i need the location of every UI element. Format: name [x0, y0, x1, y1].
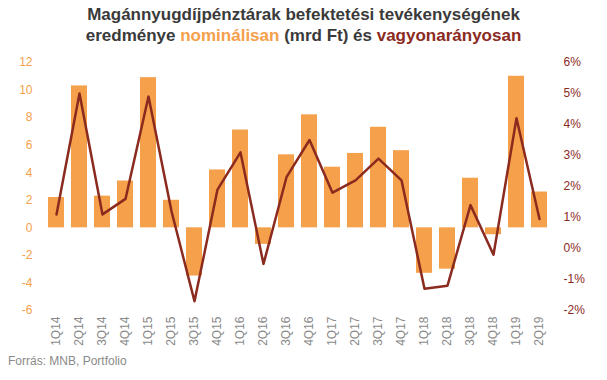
- svg-text:4Q18: 4Q18: [486, 316, 500, 346]
- svg-text:-2: -2: [22, 248, 33, 262]
- svg-text:1Q18: 1Q18: [417, 316, 431, 346]
- svg-text:1Q16: 1Q16: [233, 316, 247, 346]
- svg-text:4: 4: [26, 166, 33, 180]
- svg-text:3Q14: 3Q14: [95, 316, 109, 346]
- svg-text:0%: 0%: [564, 241, 582, 255]
- html-text:Magánnyugdíjpénztárak befektet: Magánnyugdíjpénztárak befektetési tevéke…: [85, 5, 522, 45]
- svg-text:2Q17: 2Q17: [348, 316, 362, 346]
- svg-text:6%: 6%: [564, 55, 582, 69]
- svg-text:4Q15: 4Q15: [210, 316, 224, 346]
- svg-text:3Q16: 3Q16: [279, 316, 293, 346]
- svg-text:4Q14: 4Q14: [118, 316, 132, 346]
- svg-text:1%: 1%: [564, 210, 582, 224]
- svg-text:2: 2: [26, 193, 33, 207]
- svg-text:0: 0: [26, 221, 33, 235]
- svg-text:2%: 2%: [564, 179, 582, 193]
- svg-text:4%: 4%: [564, 117, 582, 131]
- svg-text:-1%: -1%: [564, 272, 586, 286]
- svg-text:4Q16: 4Q16: [302, 316, 316, 346]
- svg-text:1Q17: 1Q17: [325, 316, 339, 346]
- svg-text:12: 12: [19, 55, 33, 69]
- svg-text:8: 8: [26, 110, 33, 124]
- svg-text:2Q19: 2Q19: [532, 316, 546, 346]
- html-text:Forrás: MNB, Portfolio: Forrás: MNB, Portfolio: [8, 354, 127, 368]
- svg-text:2Q18: 2Q18: [440, 316, 454, 346]
- svg-text:6: 6: [26, 138, 33, 152]
- svg-text:4Q17: 4Q17: [394, 316, 408, 346]
- svg-text:1Q19: 1Q19: [509, 316, 523, 346]
- svg-text:3Q15: 3Q15: [187, 316, 201, 346]
- svg-text:3Q17: 3Q17: [371, 316, 385, 346]
- svg-text:3Q18: 3Q18: [463, 316, 477, 346]
- svg-text:10: 10: [19, 83, 33, 97]
- svg-text:2Q16: 2Q16: [256, 316, 270, 346]
- svg-text:-6: -6: [22, 303, 33, 317]
- svg-text:5%: 5%: [564, 86, 582, 100]
- svg-text:3%: 3%: [564, 148, 582, 162]
- svg-text:1Q15: 1Q15: [141, 316, 155, 346]
- svg-text:2Q15: 2Q15: [164, 316, 178, 346]
- svg-text:2Q14: 2Q14: [72, 316, 86, 346]
- svg-text:-4: -4: [22, 276, 33, 290]
- svg-text:-2%: -2%: [564, 303, 586, 317]
- svg-text:1Q14: 1Q14: [49, 316, 63, 346]
